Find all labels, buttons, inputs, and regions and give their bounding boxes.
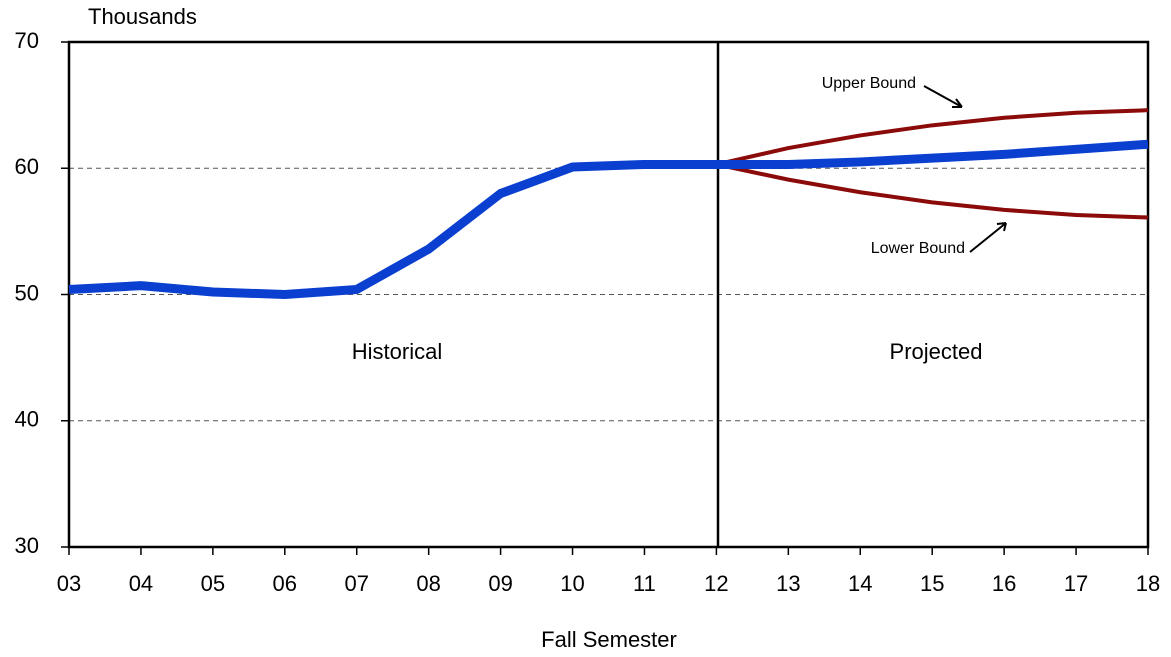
x-axis-title: Fall Semester	[541, 627, 677, 652]
x-tick-label: 05	[201, 571, 225, 596]
x-tick-label: 11	[633, 571, 656, 596]
series-line	[715, 108, 1149, 167]
x-tick-label: 18	[1136, 571, 1160, 596]
y-tick-label: 50	[15, 280, 39, 305]
x-tick-label: 06	[273, 571, 297, 596]
annotation: Lower Bound	[871, 240, 965, 257]
arrow	[923, 85, 963, 108]
x-tick-label: 13	[776, 571, 800, 596]
x-tick-label: 04	[129, 571, 153, 596]
x-tick-label: 16	[992, 571, 1016, 596]
x-tick-label: 14	[848, 571, 872, 596]
y-tick-label: 60	[15, 154, 39, 179]
x-tick-label: 12	[704, 571, 728, 596]
x-tick-label: 09	[488, 571, 512, 596]
x-tick-label: 15	[920, 571, 944, 596]
arrows	[923, 85, 1007, 253]
y-tick-label: 30	[15, 533, 39, 558]
y-tick-label: 40	[15, 407, 39, 432]
x-tick-label: 03	[57, 571, 81, 596]
y-tick-label: 70	[15, 28, 39, 53]
x-tick-label: 07	[344, 571, 368, 596]
series-line	[715, 162, 1149, 220]
annotation: Upper Bound	[822, 75, 916, 92]
y-axis-title: Thousands	[88, 4, 197, 29]
annotation: Projected	[890, 339, 983, 364]
x-tick-label: 08	[416, 571, 440, 596]
annotation: Historical	[352, 339, 442, 364]
plot-frame	[67, 40, 1150, 549]
series-line	[68, 139, 1149, 299]
x-tick-label: 17	[1064, 571, 1088, 596]
x-tick-label: 10	[560, 571, 584, 596]
arrow	[969, 222, 1007, 253]
